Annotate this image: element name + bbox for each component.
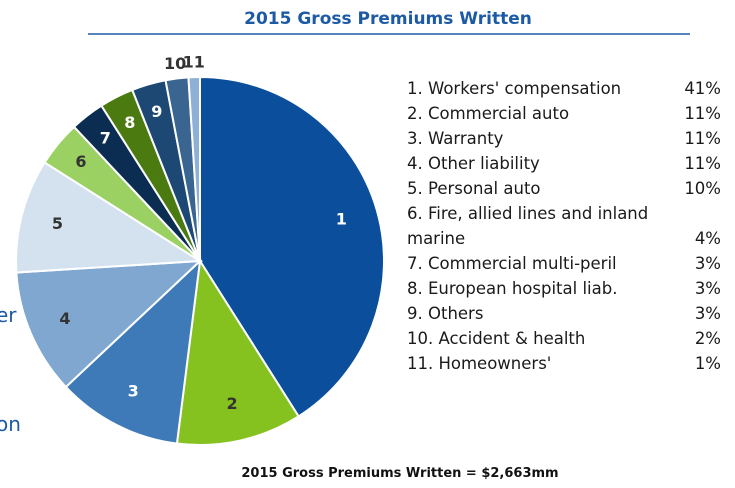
legend-label: 6. Fire, allied lines and inland marine	[407, 204, 649, 248]
slice-label: 10	[164, 54, 186, 73]
legend-label: 1. Workers' compensation	[407, 79, 622, 98]
slice-label: 8	[124, 113, 135, 132]
pie-slice	[187, 75, 201, 262]
legend-entry: 6. Fire, allied lines and inland marine 4…	[407, 201, 721, 251]
legend-entry: 1. Workers' compensation 41%	[407, 76, 721, 101]
legend-value: 11%	[684, 129, 721, 148]
legend-entry: 7. Commercial multi-peril 3%	[407, 251, 721, 276]
legend-label: 7. Commercial multi-peril	[407, 254, 617, 273]
edge-fragment: er	[0, 303, 17, 327]
legend-label: 2. Commercial auto	[407, 104, 570, 123]
legend-label: 4. Other liability	[407, 154, 540, 173]
legend-entry: 9. Others 3%	[407, 301, 721, 326]
legend-value: 3%	[694, 279, 721, 298]
pie-slice	[15, 161, 204, 274]
pie-slice	[199, 75, 385, 418]
legend-entry: 3. Warranty 11%	[407, 126, 721, 151]
slice-label: 3	[128, 382, 139, 401]
legend: 1. Workers' compensation 41% 2. Commercial…	[407, 76, 721, 376]
slice-label: 1	[336, 209, 347, 228]
edge-fragment: on	[0, 412, 21, 436]
slice-label: 4	[59, 309, 70, 328]
legend-label: 10. Accident & health	[407, 329, 586, 348]
legend-label: 11. Homeowners'	[407, 354, 552, 373]
legend-label: 5. Personal auto	[407, 179, 541, 198]
legend-entry: 4. Other liability 11%	[407, 151, 721, 176]
legend-label: 9. Others	[407, 304, 484, 323]
pie-slice	[175, 258, 300, 446]
legend-value: 3%	[694, 304, 721, 323]
legend-entry: 10. Accident & health 2%	[407, 326, 721, 351]
legend-value: 3%	[694, 254, 721, 273]
legend-value: 2%	[694, 329, 721, 348]
slice-label: 5	[52, 214, 63, 233]
legend-value: 11%	[684, 154, 721, 173]
legend-entry: 2. Commercial auto 11%	[407, 101, 721, 126]
pie-slice	[15, 259, 203, 389]
legend-value: 1%	[694, 354, 721, 373]
pie-slice	[64, 258, 202, 445]
legend-label: 3. Warranty	[407, 129, 504, 148]
legend-value: 41%	[684, 79, 721, 98]
legend-label: 8. European hospital liab.	[407, 279, 618, 298]
slice-label: 2	[227, 394, 238, 413]
legend-entry: 5. Personal auto 10%	[407, 176, 721, 201]
legend-value: 10%	[684, 179, 721, 198]
legend-value: 11%	[684, 104, 721, 123]
slice-label: 9	[151, 102, 162, 121]
chart-title: 2015 Gross Premiums Written	[244, 9, 532, 29]
legend-entry: 11. Homeowners' 1%	[407, 351, 721, 376]
slice-label: 6	[75, 152, 86, 171]
slice-label: 11	[183, 53, 205, 72]
legend-value: 4%	[694, 229, 721, 248]
footnote: 2015 Gross Premiums Written = $2,663mm	[241, 466, 558, 481]
legend-entry: 8. European hospital liab. 3%	[407, 276, 721, 301]
slice-label: 7	[100, 128, 111, 147]
